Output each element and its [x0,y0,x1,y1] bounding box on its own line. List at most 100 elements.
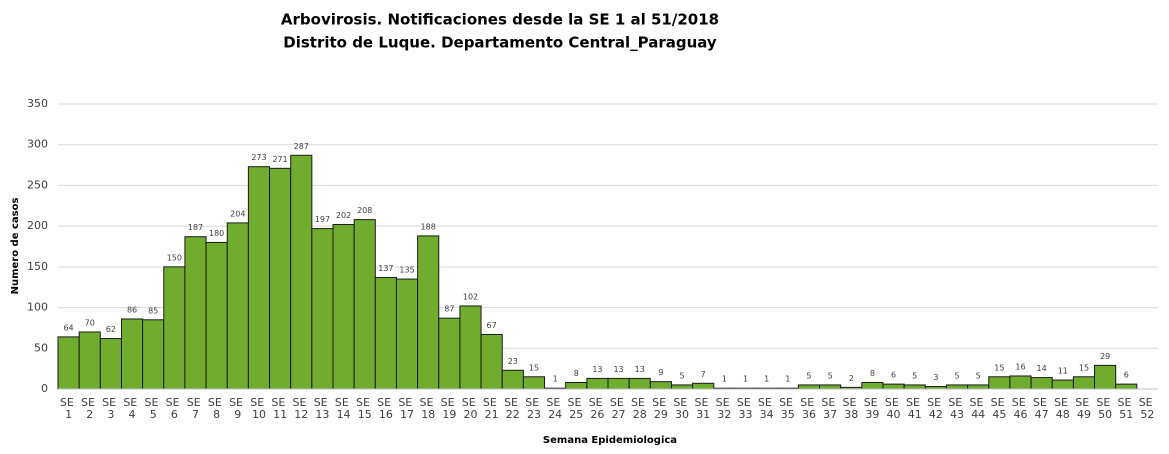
bar [78,331,101,390]
data-label: 204 [230,209,245,218]
data-label: 70 [85,319,95,328]
data-label: 137 [378,264,393,273]
data-label: 5 [828,371,833,380]
bar [797,384,821,390]
data-label: 6 [1124,371,1129,380]
bar [882,383,905,390]
data-label: 86 [127,305,137,314]
data-label: 5 [912,371,917,380]
x-tick-label: SE 10 [250,396,267,421]
bar [438,317,461,390]
bar [819,384,842,390]
data-label: 208 [357,206,372,215]
x-tick-label: SE 19 [441,396,458,421]
bar [247,166,271,390]
x-tick-label: SE 22 [504,396,521,421]
data-label: 5 [679,371,684,380]
bar [163,266,186,390]
data-label: 7 [701,370,706,379]
data-label: 23 [508,357,518,366]
data-label: 64 [63,323,73,332]
x-tick-label: SE 42 [927,396,944,421]
bar [374,276,397,390]
bar [417,235,440,390]
data-label: 1 [722,375,727,384]
x-tick-label: SE 40 [885,396,902,421]
data-label: 5 [954,371,959,380]
x-tick-label: SE 38 [843,396,860,421]
bar [607,377,630,390]
data-label: 14 [1037,364,1047,373]
bar [395,278,419,390]
x-tick-label: SE 17 [398,396,415,421]
x-tick-label: SE 36 [800,396,817,421]
bar [1115,383,1138,390]
data-label: 271 [272,155,287,164]
x-tick-label: SE 8 [208,396,225,421]
data-label: 1 [785,375,790,384]
bar [57,336,80,390]
x-tick-label: SE 41 [906,396,923,421]
x-tick-label: SE 29 [652,396,669,421]
bar [226,222,249,390]
x-tick-label: SE 43 [948,396,965,421]
x-tick-label: SE 28 [631,396,648,421]
data-label: 197 [315,215,330,224]
x-tick-label: SE 48 [1054,396,1071,421]
data-label: 85 [148,306,158,315]
data-label: 6 [891,371,896,380]
bar [290,154,313,390]
chart-title: Arbovirosis. Notificaciones desde la SE … [281,11,719,29]
y-tick-label: 100 [27,301,48,314]
bar [649,381,672,390]
data-label: 29 [1100,352,1110,361]
x-tick-label: SE 6 [166,396,183,421]
x-tick-label: SE 11 [271,396,288,421]
data-label: 2 [849,374,854,383]
data-label: 15 [1079,363,1089,372]
bar [967,384,990,390]
data-label: 87 [444,305,454,314]
data-label: 15 [529,363,539,372]
x-tick-label: SE 1 [60,396,77,421]
bar [628,377,651,390]
y-tick-label: 350 [27,97,48,110]
x-tick-label: SE 30 [673,396,690,421]
x-tick-label: SE 13 [314,396,331,421]
x-tick-label: SE 31 [694,396,711,421]
x-tick-label: SE 20 [462,396,479,421]
bar [565,381,588,390]
x-tick-label: SE 14 [335,396,352,421]
x-tick-label: SE 3 [102,396,119,421]
bar [1030,377,1053,390]
x-tick-label: SE 26 [589,396,606,421]
data-label: 11 [1058,367,1068,376]
data-label: 9 [658,368,663,377]
bar [459,305,482,390]
x-tick-label: SE 49 [1075,396,1092,421]
data-label: 62 [106,325,116,334]
data-label: 102 [463,292,478,301]
bar [501,369,524,390]
bar [988,376,1011,390]
x-tick-label: SE 46 [1012,396,1029,421]
bar [332,224,355,390]
x-tick-label: SE 51 [1118,396,1135,421]
data-label: 5 [806,371,811,380]
data-label: 180 [209,229,224,238]
bar [205,241,228,390]
bar [269,167,292,390]
bar [142,319,165,390]
y-tick-label: 150 [27,260,48,273]
x-tick-label: SE 21 [483,396,500,421]
y-tick-label: 50 [34,341,48,354]
data-label: 135 [399,266,414,275]
data-label: 287 [294,142,309,151]
data-label: 13 [592,365,602,374]
x-tick-label: SE 23 [525,396,542,421]
data-label: 13 [635,365,645,374]
x-tick-label: SE 16 [377,396,394,421]
bar [184,236,207,390]
data-label: 188 [421,222,436,231]
